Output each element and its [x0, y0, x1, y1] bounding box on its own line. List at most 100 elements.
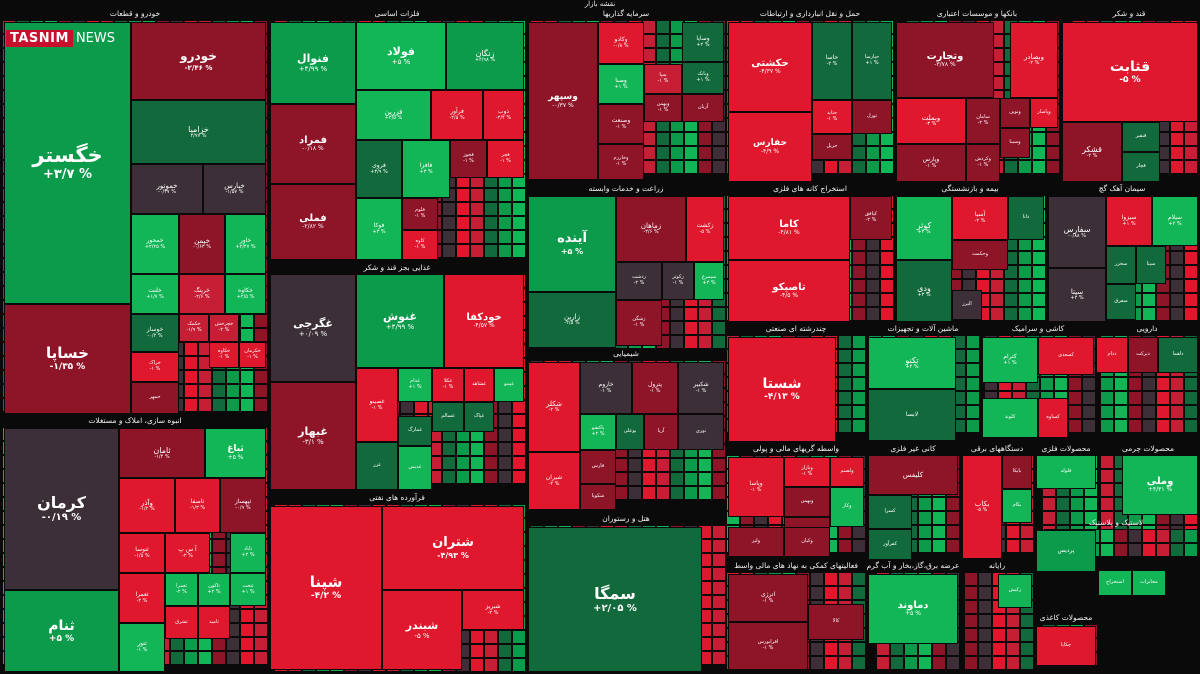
- small-stock-cell[interactable]: [1004, 293, 1018, 307]
- small-stock-cell[interactable]: [442, 456, 456, 470]
- stock-tile[interactable]: بوعلی: [616, 414, 644, 450]
- stock-tile[interactable]: فنوال +۴/۹۹ %: [270, 22, 356, 104]
- stock-tile[interactable]: سپا -۱ %: [644, 64, 682, 94]
- small-stock-cell[interactable]: [964, 614, 978, 628]
- small-stock-cell[interactable]: [852, 146, 866, 160]
- stock-tile[interactable]: آریان: [682, 94, 724, 122]
- small-stock-cell[interactable]: [254, 651, 268, 665]
- small-stock-cell[interactable]: [698, 458, 712, 472]
- small-stock-cell[interactable]: [656, 160, 670, 174]
- small-stock-cell[interactable]: [512, 202, 526, 216]
- small-stock-cell[interactable]: [1006, 628, 1020, 642]
- stock-tile[interactable]: خگستر +۳/۷ %: [4, 22, 131, 304]
- small-stock-cell[interactable]: [670, 307, 684, 321]
- stock-tile[interactable]: زکشت -۵ %: [686, 196, 724, 262]
- small-stock-cell[interactable]: [946, 511, 960, 525]
- stock-tile[interactable]: ودی +۳ %: [896, 260, 952, 322]
- small-stock-cell[interactable]: [442, 442, 456, 456]
- stock-tile[interactable]: شکبیر -۱ %: [678, 362, 724, 414]
- stock-tile[interactable]: خلنت +۱/۷ %: [131, 274, 179, 314]
- small-stock-cell[interactable]: [484, 470, 498, 484]
- stock-tile[interactable]: حپارسا +۱ %: [852, 22, 892, 100]
- small-stock-cell[interactable]: [184, 342, 198, 356]
- small-stock-cell[interactable]: [1032, 279, 1046, 293]
- small-stock-cell[interactable]: [212, 398, 226, 412]
- small-stock-cell[interactable]: [484, 644, 498, 658]
- small-stock-cell[interactable]: [1170, 146, 1184, 160]
- stock-tile[interactable]: بکام: [1002, 489, 1032, 523]
- stock-tile[interactable]: وپاسار: [1030, 98, 1058, 128]
- small-stock-cell[interactable]: [712, 321, 726, 335]
- small-stock-cell[interactable]: [1100, 405, 1114, 419]
- small-stock-cell[interactable]: [512, 658, 526, 672]
- small-stock-cell[interactable]: [712, 146, 726, 160]
- stock-tile[interactable]: آینده +۵ %: [528, 196, 616, 292]
- stock-tile[interactable]: قچار: [1122, 152, 1160, 182]
- small-stock-cell[interactable]: [512, 216, 526, 230]
- small-stock-cell[interactable]: [932, 525, 946, 539]
- stock-tile[interactable]: اترژی -۱ %: [728, 574, 808, 622]
- small-stock-cell[interactable]: [512, 644, 526, 658]
- stock-tile[interactable]: شستا -۴/۱۳ %: [728, 337, 836, 442]
- stock-tile[interactable]: فوکا +۳ %: [356, 198, 402, 260]
- stock-tile[interactable]: شکوپا: [580, 484, 616, 510]
- small-stock-cell[interactable]: [1032, 307, 1046, 321]
- small-stock-cell[interactable]: [254, 384, 268, 398]
- small-stock-cell[interactable]: [838, 419, 852, 433]
- small-stock-cell[interactable]: [470, 216, 484, 230]
- stock-tile[interactable]: خکرمان -۱ %: [239, 342, 266, 368]
- small-stock-cell[interactable]: [498, 470, 512, 484]
- small-stock-cell[interactable]: [1018, 251, 1032, 265]
- small-stock-cell[interactable]: [226, 398, 240, 412]
- small-stock-cell[interactable]: [852, 377, 866, 391]
- small-stock-cell[interactable]: [712, 651, 726, 665]
- small-stock-cell[interactable]: [966, 377, 980, 391]
- small-stock-cell[interactable]: [456, 442, 470, 456]
- small-stock-cell[interactable]: [990, 293, 1004, 307]
- small-stock-cell[interactable]: [1170, 543, 1184, 557]
- small-stock-cell[interactable]: [1184, 543, 1198, 557]
- small-stock-cell[interactable]: [698, 146, 712, 160]
- stock-tile[interactable]: وخارزم -۱ %: [598, 144, 644, 180]
- stock-tile[interactable]: خچرخش -۲ %: [209, 314, 239, 342]
- small-stock-cell[interactable]: [1056, 497, 1070, 511]
- stock-tile[interactable]: خساپا -۱/۳۵ %: [4, 304, 131, 414]
- small-stock-cell[interactable]: [212, 384, 226, 398]
- small-stock-cell[interactable]: [254, 637, 268, 651]
- small-stock-cell[interactable]: [240, 609, 254, 623]
- small-stock-cell[interactable]: [946, 539, 960, 553]
- small-stock-cell[interactable]: [1170, 529, 1184, 543]
- small-stock-cell[interactable]: [852, 391, 866, 405]
- small-stock-cell[interactable]: [670, 146, 684, 160]
- small-stock-cell[interactable]: [838, 160, 852, 174]
- small-stock-cell[interactable]: [1082, 419, 1096, 433]
- small-stock-cell[interactable]: [1046, 146, 1060, 160]
- small-stock-cell[interactable]: [498, 630, 512, 644]
- small-stock-cell[interactable]: [838, 539, 852, 553]
- small-stock-cell[interactable]: [484, 202, 498, 216]
- stock-tile[interactable]: آریا: [644, 414, 678, 450]
- stock-tile[interactable]: خکاوه +۲/۵ %: [225, 274, 266, 314]
- stock-tile[interactable]: فافزا +۳ %: [402, 140, 450, 198]
- small-stock-cell[interactable]: [456, 456, 470, 470]
- small-stock-cell[interactable]: [918, 511, 932, 525]
- small-stock-cell[interactable]: [838, 642, 852, 656]
- small-stock-cell[interactable]: [470, 644, 484, 658]
- small-stock-cell[interactable]: [656, 486, 670, 500]
- small-stock-cell[interactable]: [810, 642, 824, 656]
- small-stock-cell[interactable]: [656, 20, 670, 34]
- small-stock-cell[interactable]: [684, 321, 698, 335]
- stock-tile[interactable]: شتران -۴/۹۳ %: [382, 506, 524, 590]
- stock-tile[interactable]: غدیس: [398, 446, 432, 490]
- small-stock-cell[interactable]: [684, 160, 698, 174]
- stock-tile[interactable]: ثتور -۱ %: [119, 623, 165, 672]
- small-stock-cell[interactable]: [1184, 265, 1198, 279]
- small-stock-cell[interactable]: [470, 442, 484, 456]
- small-stock-cell[interactable]: [456, 188, 470, 202]
- small-stock-cell[interactable]: [698, 132, 712, 146]
- small-stock-cell[interactable]: [254, 314, 268, 328]
- small-stock-cell[interactable]: [1170, 391, 1184, 405]
- small-stock-cell[interactable]: [512, 442, 526, 456]
- small-stock-cell[interactable]: [1006, 642, 1020, 656]
- small-stock-cell[interactable]: [1142, 543, 1156, 557]
